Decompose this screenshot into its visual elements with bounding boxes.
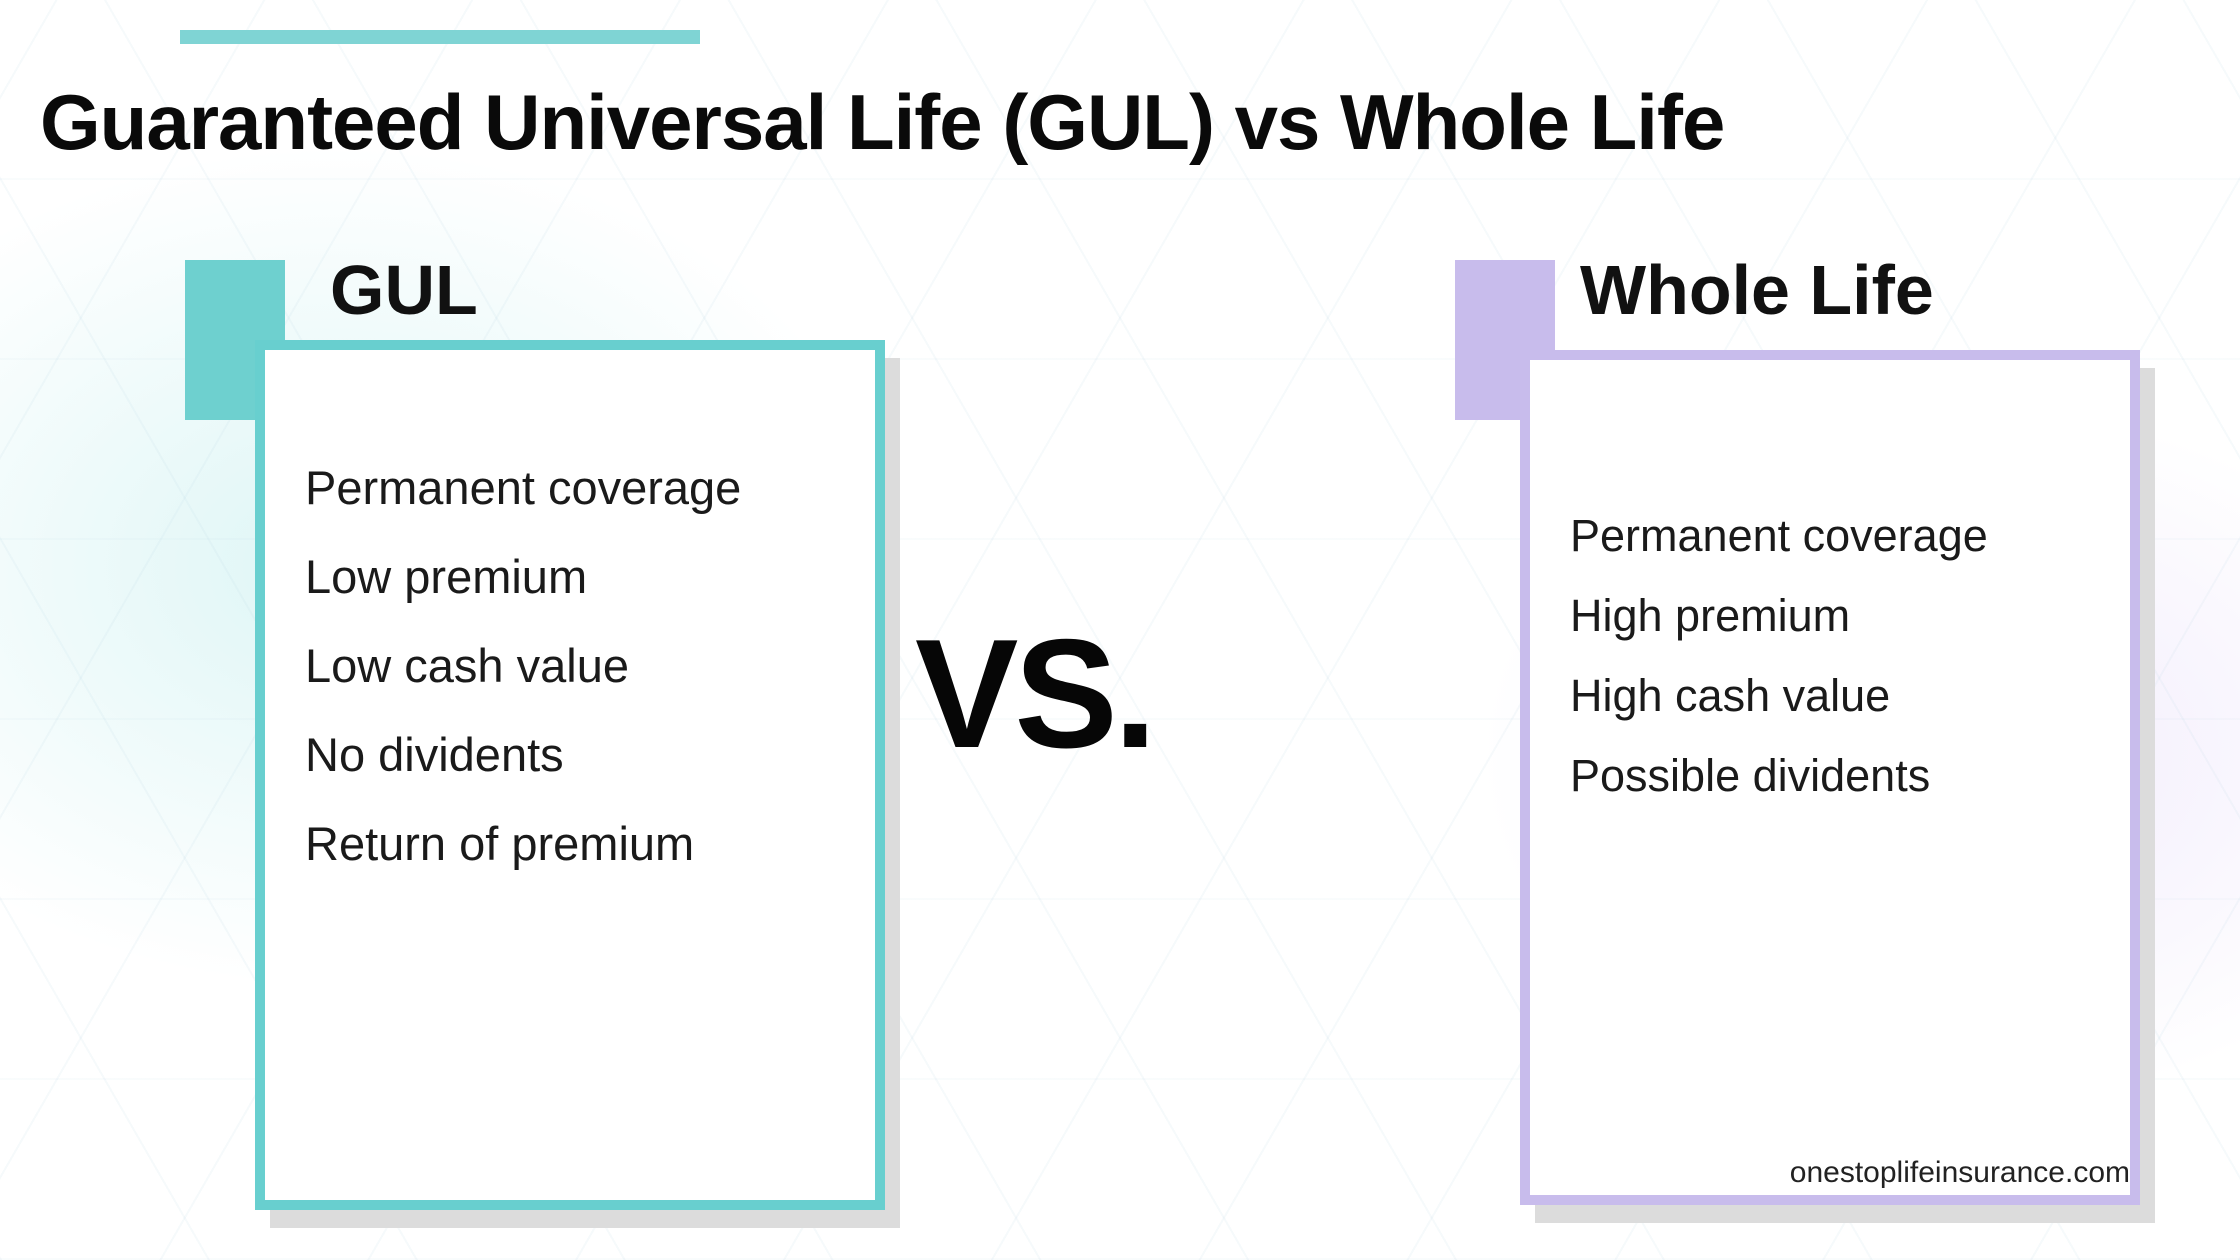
page-title: Guaranteed Universal Life (GUL) vs Whole… bbox=[40, 80, 1724, 166]
list-item: Permanent coverage bbox=[1570, 510, 1988, 562]
left-items: Permanent coverage Low premium Low cash … bbox=[305, 460, 741, 871]
list-item: Return of premium bbox=[305, 816, 741, 871]
list-item: High premium bbox=[1570, 590, 1988, 642]
right-card: Permanent coverage High premium High cas… bbox=[1520, 350, 2140, 1205]
right-column-label: Whole Life bbox=[1580, 255, 1934, 325]
list-item: Low premium bbox=[305, 549, 741, 604]
list-item: Low cash value bbox=[305, 638, 741, 693]
left-column-label: GUL bbox=[330, 255, 478, 325]
left-card: Permanent coverage Low premium Low cash … bbox=[255, 340, 885, 1210]
credit: onestoplifeinsurance.com bbox=[1790, 1156, 2130, 1190]
vs-label: VS. bbox=[915, 605, 1153, 783]
right-items: Permanent coverage High premium High cas… bbox=[1570, 510, 1988, 802]
list-item: Possible dividents bbox=[1570, 750, 1988, 802]
list-item: High cash value bbox=[1570, 670, 1988, 722]
list-item: Permanent coverage bbox=[305, 460, 741, 515]
list-item: No dividents bbox=[305, 727, 741, 782]
top-rule bbox=[180, 30, 700, 44]
